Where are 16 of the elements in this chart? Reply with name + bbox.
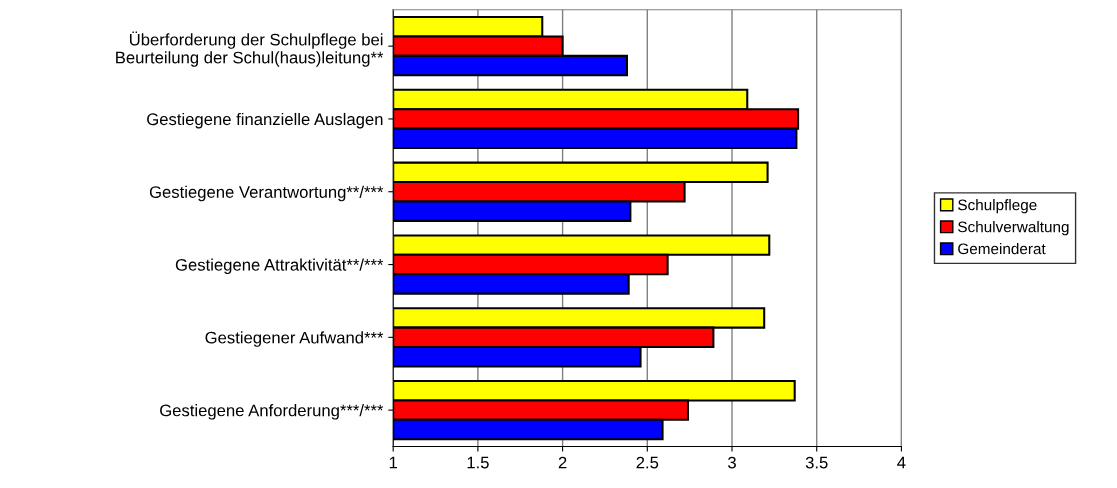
y-tick-label: Gestiegene Anforderung***/*** [160,404,384,420]
x-tick-label: 3.5 [805,456,828,469]
x-tick-label: 2.5 [636,456,659,469]
y-tick-label: Gestiegene finanzielle Auslagen [147,112,383,129]
x-tick-label: 4 [897,456,906,469]
y-tick-label: Überforderung der Schulpflege bei Beurteilung der Schul(haus)leitung** [116,31,384,67]
legend-label: Schulverwaltung [958,221,1069,236]
legend-label: Schulpflege [958,199,1037,214]
x-tick-label: 1 [389,456,398,469]
y-tick-label: Gestiegene Verantwortung**/*** [149,185,384,202]
legend-label: Gemeinderat [958,243,1046,255]
y-tick-label: Gestiegener Aufwand*** [205,331,384,347]
y-tick-label: Gestiegene Attraktivität**/*** [175,258,384,275]
x-tick-label: 1.5 [467,456,489,469]
x-tick-label: 3 [728,456,736,469]
x-tick-label: 2 [558,456,567,469]
